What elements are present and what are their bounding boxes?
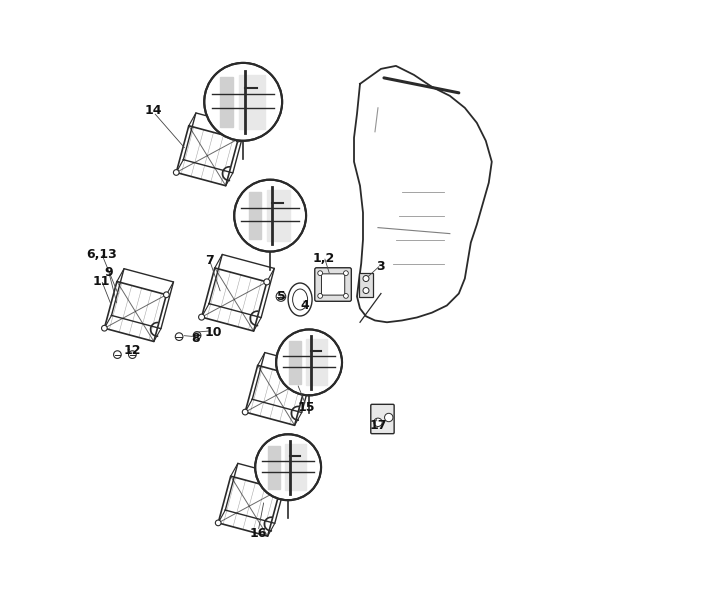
Text: 8: 8 <box>191 332 199 345</box>
Text: 6,13: 6,13 <box>86 248 117 261</box>
Circle shape <box>102 325 107 331</box>
Ellipse shape <box>292 289 307 310</box>
Circle shape <box>255 434 321 500</box>
Circle shape <box>343 271 348 276</box>
Text: 16: 16 <box>250 527 267 540</box>
Circle shape <box>384 413 393 422</box>
Text: 17: 17 <box>369 419 387 432</box>
Ellipse shape <box>288 283 312 316</box>
Circle shape <box>276 329 342 395</box>
Text: 10: 10 <box>204 326 222 339</box>
Circle shape <box>318 294 323 298</box>
Text: 11: 11 <box>92 275 110 288</box>
Bar <box>359 273 374 297</box>
Text: 5: 5 <box>276 290 285 303</box>
Circle shape <box>243 409 248 415</box>
Text: 9: 9 <box>104 266 113 279</box>
FancyBboxPatch shape <box>321 274 345 295</box>
Circle shape <box>318 271 323 276</box>
Text: 12: 12 <box>124 344 141 357</box>
Circle shape <box>215 520 221 526</box>
Text: 3: 3 <box>377 260 385 273</box>
Polygon shape <box>354 66 492 322</box>
Circle shape <box>277 486 283 492</box>
Circle shape <box>163 292 169 298</box>
FancyBboxPatch shape <box>371 404 394 434</box>
Bar <box>220 77 233 127</box>
Circle shape <box>193 332 201 339</box>
Bar <box>289 341 301 384</box>
Circle shape <box>305 376 310 382</box>
Circle shape <box>234 180 306 252</box>
Bar <box>285 444 306 490</box>
Circle shape <box>363 276 369 282</box>
Circle shape <box>363 288 369 294</box>
Circle shape <box>129 351 136 358</box>
Bar <box>266 190 290 241</box>
Circle shape <box>264 279 270 285</box>
FancyBboxPatch shape <box>315 268 351 301</box>
Circle shape <box>235 136 241 142</box>
Circle shape <box>343 294 348 298</box>
Circle shape <box>174 170 179 176</box>
Text: 7: 7 <box>204 254 213 267</box>
Circle shape <box>199 314 204 320</box>
Text: 15: 15 <box>297 401 315 414</box>
Text: 14: 14 <box>145 104 162 117</box>
Circle shape <box>276 292 286 301</box>
Bar <box>306 339 327 386</box>
Circle shape <box>114 351 121 358</box>
Bar <box>239 75 265 129</box>
Circle shape <box>175 333 183 340</box>
Text: 4: 4 <box>300 299 310 312</box>
Text: 1,2: 1,2 <box>313 252 336 265</box>
Circle shape <box>204 63 282 141</box>
Circle shape <box>374 418 382 426</box>
Bar <box>248 192 261 239</box>
Bar <box>269 446 280 489</box>
